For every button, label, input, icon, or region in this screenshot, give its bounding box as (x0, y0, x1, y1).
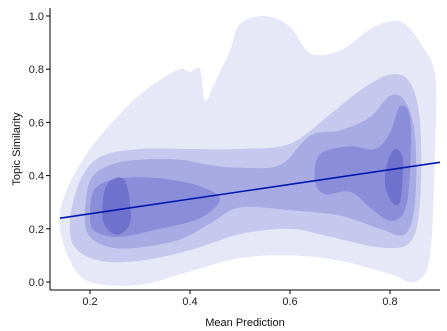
axes: 0.2 0.4 0.6 0.8 0.0 0.2 0.4 0.6 0.8 1.0 (29, 8, 440, 308)
y-tick-label: 0.4 (29, 171, 44, 183)
density-layer (59, 15, 437, 286)
x-tick-label: 0.4 (182, 296, 197, 308)
y-tick-label: 0.6 (29, 117, 44, 129)
regression-line (59, 161, 441, 219)
x-tick-label: 0.2 (82, 296, 97, 308)
density-contour-level-5-5 (102, 177, 131, 235)
y-axis-title: Topic Similarity (11, 112, 23, 186)
regression-layer (59, 161, 441, 219)
y-tick-label: 0.8 (29, 64, 44, 76)
y-ticks: 0.0 0.2 0.4 0.6 0.8 1.0 (29, 11, 50, 289)
y-tick-label: 0.2 (29, 224, 44, 236)
density-contour-level-5-6 (384, 148, 404, 206)
plot-area (59, 15, 441, 286)
x-tick-label: 0.6 (282, 296, 297, 308)
x-axis-title: Mean Prediction (205, 317, 285, 329)
x-tick-label: 0.8 (382, 296, 397, 308)
y-tick-label: 1.0 (29, 11, 44, 23)
x-ticks: 0.2 0.4 0.6 0.8 (82, 290, 398, 308)
y-tick-label: 0.0 (29, 277, 44, 289)
